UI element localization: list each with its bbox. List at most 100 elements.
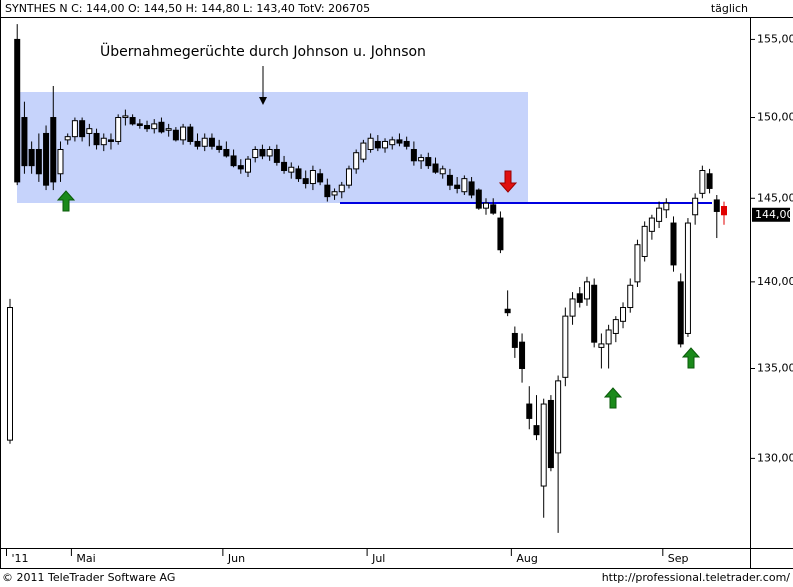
candle-body bbox=[670, 222, 677, 266]
candle-body bbox=[252, 148, 259, 159]
down-arrow bbox=[498, 170, 518, 193]
candle-body bbox=[692, 197, 699, 216]
candle-body bbox=[230, 155, 237, 167]
candle-body bbox=[713, 199, 720, 212]
candle-body bbox=[706, 173, 713, 189]
candle-body bbox=[223, 148, 230, 157]
header-interval: täglich bbox=[711, 2, 748, 15]
candle-body bbox=[382, 140, 389, 149]
y-tick-label: 155,00 bbox=[757, 32, 793, 45]
candle-body bbox=[14, 38, 21, 183]
candle-body bbox=[353, 152, 360, 170]
candle-body bbox=[504, 308, 511, 314]
candle-body bbox=[396, 139, 403, 144]
plot: 130,00 135,00 140,00 145,00 150,00 155,00 '11 M… bbox=[6, 24, 793, 565]
candle-body bbox=[28, 148, 35, 167]
candle-body bbox=[663, 202, 670, 211]
candle-body bbox=[374, 140, 381, 149]
candle-body bbox=[237, 165, 244, 170]
candle-body bbox=[93, 132, 100, 146]
candle-body bbox=[309, 170, 316, 185]
candle-body bbox=[620, 307, 627, 322]
annotation-arrowhead bbox=[259, 97, 267, 105]
candle-body bbox=[302, 178, 309, 185]
up-arrow bbox=[56, 190, 76, 212]
candle-body bbox=[403, 140, 410, 147]
candle-body bbox=[432, 163, 439, 173]
candle-body bbox=[43, 132, 50, 186]
candle-body bbox=[129, 117, 136, 125]
candle-body bbox=[158, 121, 165, 133]
candle-body bbox=[100, 137, 107, 146]
candle-body bbox=[656, 207, 663, 222]
candle-body bbox=[187, 126, 194, 142]
y-tick-label: 140,00 bbox=[757, 275, 793, 288]
candle-body bbox=[526, 403, 533, 419]
candle-body bbox=[490, 204, 497, 214]
candle-body bbox=[345, 168, 352, 186]
candle-body bbox=[410, 148, 417, 162]
candle-body bbox=[115, 117, 122, 142]
footer-url: http://professional.teletrader.com/ bbox=[602, 571, 791, 584]
candle-body bbox=[208, 137, 215, 147]
candle-body bbox=[35, 148, 42, 175]
candle-body bbox=[79, 120, 86, 138]
candle-body bbox=[425, 157, 432, 167]
candle-body bbox=[7, 307, 13, 441]
candle-body bbox=[519, 341, 526, 369]
candle-body bbox=[201, 137, 208, 147]
candle-body bbox=[684, 222, 691, 334]
candle-body bbox=[555, 380, 562, 454]
candle-body bbox=[540, 403, 547, 487]
candle-body bbox=[562, 315, 569, 378]
candle-body bbox=[461, 178, 468, 193]
candle-body bbox=[598, 343, 605, 348]
candle-body bbox=[266, 148, 273, 157]
candle-body bbox=[172, 129, 179, 141]
candle-body bbox=[418, 157, 425, 162]
candle-body bbox=[533, 425, 540, 436]
candle-body bbox=[699, 170, 706, 194]
candle-body bbox=[605, 329, 612, 345]
candle-body bbox=[259, 148, 266, 157]
candle-body bbox=[612, 319, 619, 334]
up-arrow bbox=[603, 387, 623, 409]
candle-body bbox=[389, 139, 396, 146]
y-tick-label: 130,00 bbox=[757, 451, 793, 464]
candle-body bbox=[295, 168, 302, 180]
candle-body bbox=[483, 202, 489, 209]
candle-body bbox=[338, 184, 345, 193]
candle-body bbox=[468, 181, 475, 196]
candle-body bbox=[721, 206, 727, 216]
candle-body bbox=[71, 120, 78, 138]
candle-body bbox=[569, 298, 576, 317]
candle-body bbox=[591, 284, 598, 343]
candle-body bbox=[439, 168, 446, 175]
candle-body bbox=[86, 128, 93, 134]
candle-body bbox=[454, 184, 461, 189]
candle-body bbox=[245, 158, 251, 173]
y-tick-label: 150,00 bbox=[757, 111, 793, 124]
candle-body bbox=[165, 128, 172, 131]
y-tick-label: 135,00 bbox=[757, 361, 793, 374]
candle-body bbox=[288, 166, 295, 173]
candle-body bbox=[547, 399, 554, 469]
last-label: 144,00 bbox=[755, 208, 793, 221]
candle-body bbox=[273, 148, 280, 163]
candle-body bbox=[360, 142, 367, 160]
candle-body bbox=[677, 281, 684, 345]
candle-body bbox=[576, 293, 583, 303]
x-tick-label: Jun bbox=[227, 552, 245, 565]
up-arrow bbox=[681, 347, 701, 369]
candle-body bbox=[281, 161, 288, 172]
candle-body bbox=[497, 217, 504, 251]
x-tick-label: Sep bbox=[668, 552, 689, 565]
x-tick-label: Aug bbox=[516, 552, 537, 565]
candle-body bbox=[627, 284, 634, 309]
candle-body bbox=[648, 217, 655, 232]
candle-body bbox=[107, 139, 114, 142]
candle-body bbox=[136, 123, 143, 126]
candle-body bbox=[144, 124, 151, 130]
footer-copyright: © 2011 TeleTrader Software AG bbox=[2, 571, 175, 584]
